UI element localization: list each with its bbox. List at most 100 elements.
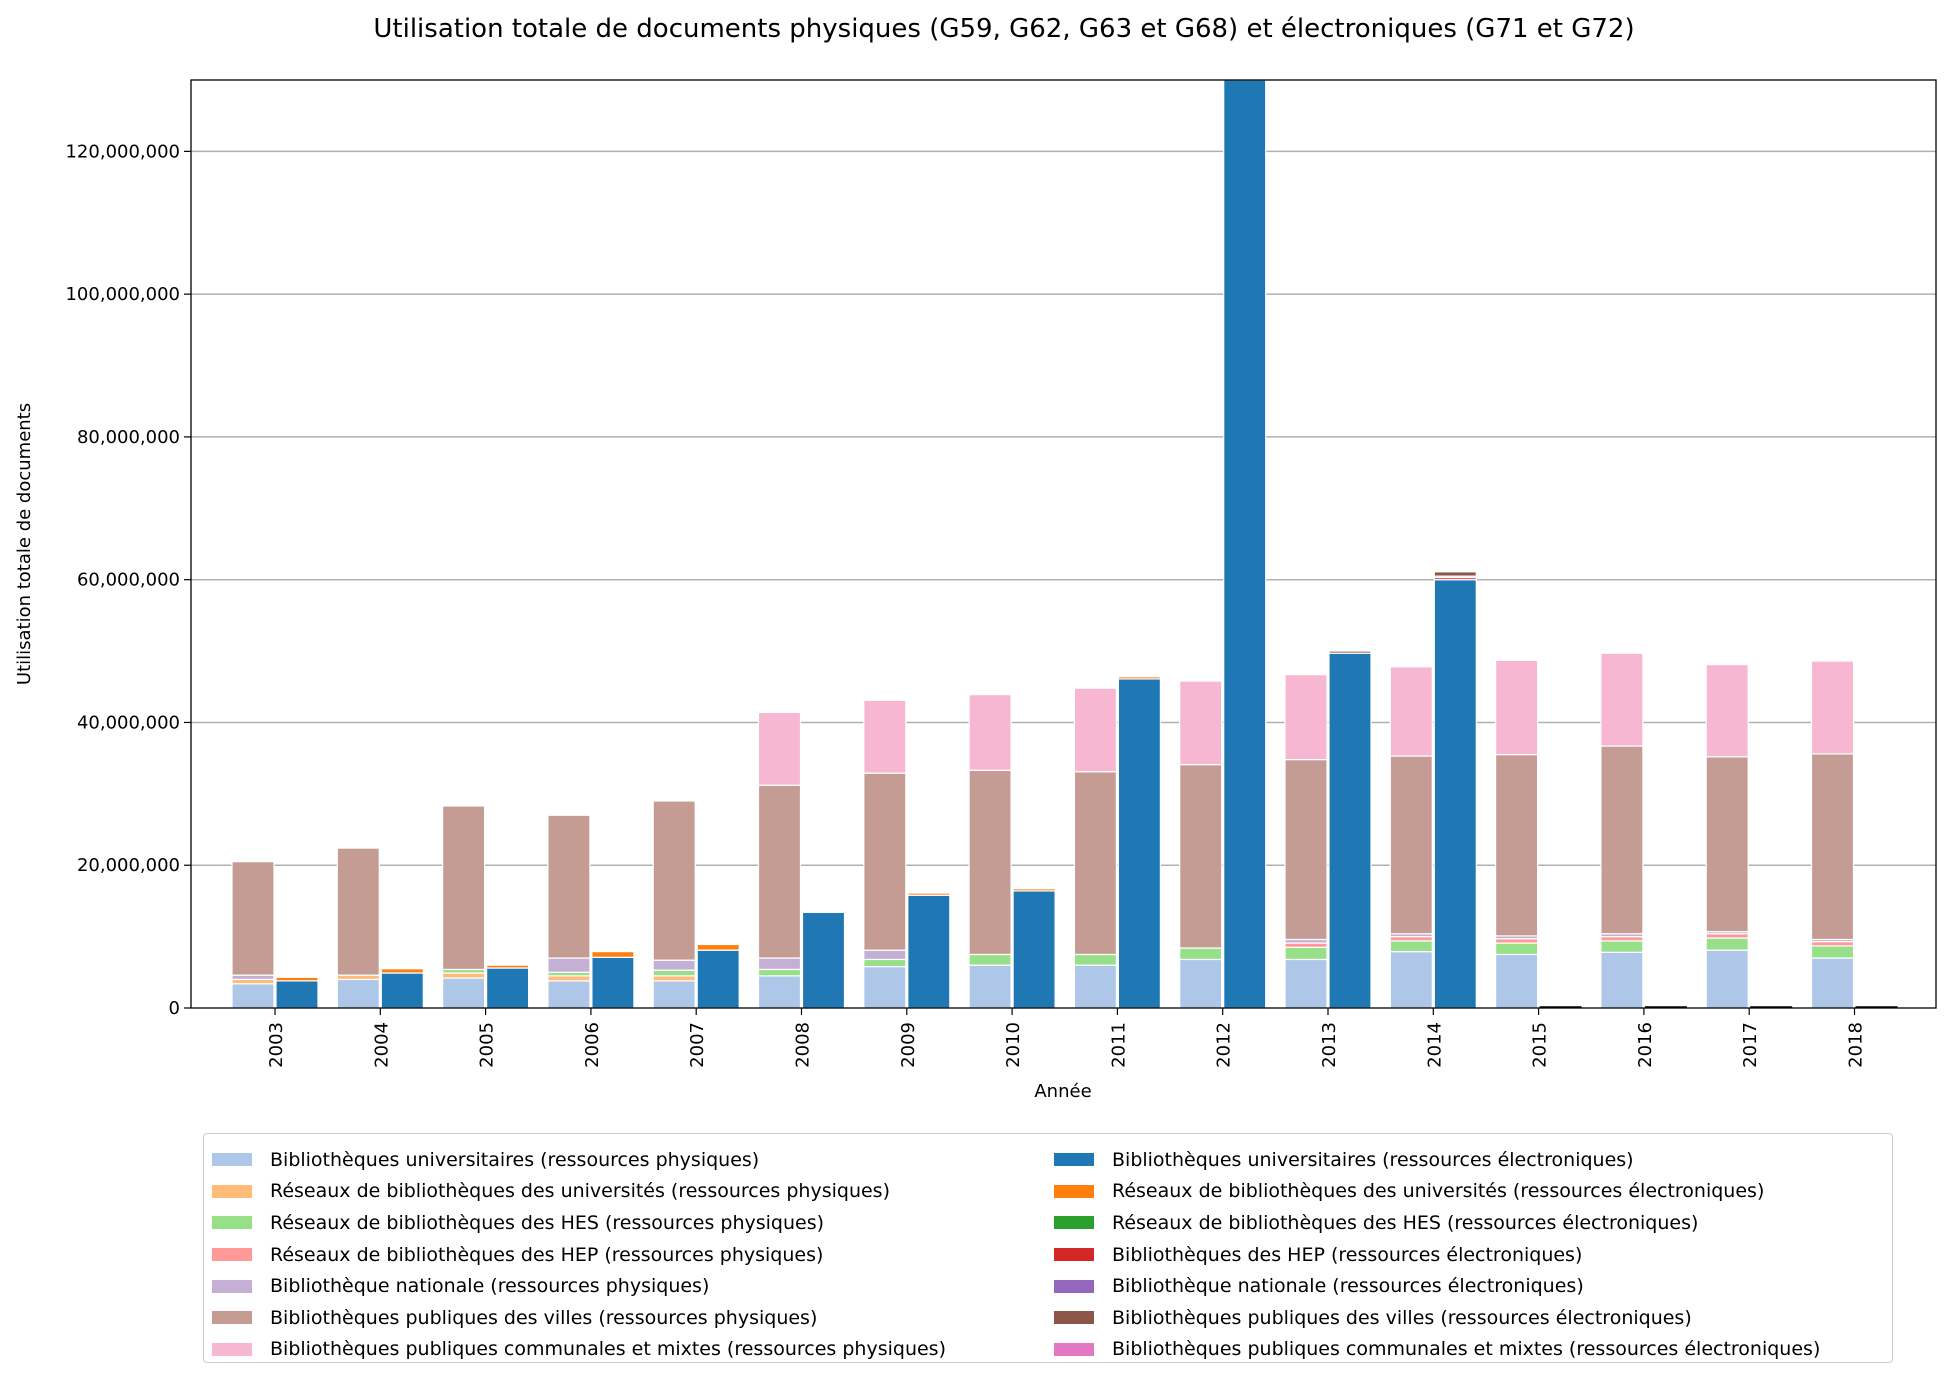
x-tick-label: 2018 [1846, 1022, 1867, 1068]
legend-label: Réseaux de bibliothèques des universités… [1112, 1180, 1765, 1203]
legend-swatch [212, 1248, 252, 1262]
x-tick-label: 2006 [582, 1022, 603, 1068]
legend-label: Réseaux de bibliothèques des HES (ressou… [270, 1211, 825, 1234]
x-tick-label: 2012 [1214, 1022, 1235, 1068]
bar-physical-2013-series-2 [1284, 946, 1328, 961]
bar-electronic-2009-series-0 [907, 894, 951, 1009]
bar-physical-2007-series-5 [652, 800, 696, 961]
bar-physical-2017-series-2 [1705, 937, 1749, 951]
legend-label: Bibliothèques publiques des villes (ress… [270, 1306, 818, 1329]
bar-physical-2014-series-0 [1389, 951, 1433, 1009]
bar-physical-2012-series-6 [1179, 680, 1223, 766]
bar-physical-2006-series-4 [547, 957, 591, 973]
bar-electronic-2005-series-1 [486, 964, 530, 969]
bar-physical-2015-series-2 [1494, 942, 1539, 956]
bar-electronic-2009-series-1 [907, 892, 951, 896]
bar-physical-2009-series-2 [863, 958, 907, 968]
bar-physical-2011-series-6 [1073, 687, 1118, 773]
legend-item: Réseaux de bibliothèques des HEP (ressou… [212, 1239, 946, 1271]
legend-swatch [1054, 1342, 1094, 1356]
bar-physical-2005-series-1 [442, 972, 486, 979]
bar-physical-2009-series-5 [863, 772, 907, 951]
bar-electronic-2010-series-1 [1012, 888, 1056, 892]
legend-column-physical: Bibliothèques universitaires (ressources… [212, 1144, 946, 1365]
bar-electronic-2006-series-1 [591, 951, 635, 958]
bar-physical-2011-series-5 [1073, 771, 1118, 956]
bar-physical-2016-series-2 [1600, 940, 1644, 953]
bar-electronic-2012-series-0 [1223, 79, 1267, 1009]
bar-physical-2016-series-0 [1600, 951, 1644, 1009]
bar-electronic-2004-series-1 [380, 968, 424, 974]
x-tick-label: 2013 [1319, 1022, 1340, 1068]
bar-physical-2017-series-5 [1705, 756, 1749, 933]
x-tick-label: 2008 [793, 1022, 814, 1068]
x-tick-label: 2015 [1530, 1022, 1551, 1068]
bar-physical-2010-series-2 [968, 953, 1012, 966]
legend-item: Réseaux de bibliothèques des universités… [212, 1176, 946, 1208]
bar-physical-2010-series-6 [968, 694, 1012, 771]
bar-physical-2003-series-0 [231, 983, 275, 1009]
bar-physical-2007-series-4 [652, 959, 696, 971]
bar-physical-2008-series-6 [757, 711, 802, 786]
legend-swatch [212, 1342, 252, 1356]
legend-swatch [1054, 1153, 1094, 1167]
legend-item: Réseaux de bibliothèques des HES (ressou… [212, 1207, 946, 1239]
legend-swatch [1054, 1311, 1094, 1325]
bar-physical-2015-series-5 [1494, 753, 1539, 937]
bar-physical-2005-series-0 [442, 977, 486, 1009]
bar-physical-2009-series-4 [863, 949, 907, 961]
bar-electronic-2014-series-5 [1433, 571, 1477, 577]
legend-item: Bibliothèques publiques communales et mi… [212, 1334, 946, 1366]
axes: 0 20,000,000 40,000,000 60,000,000 80,000,00… [65, 141, 1866, 1067]
legend-item: Bibliothèque nationale (ressources physi… [212, 1270, 946, 1302]
bar-physical-2011-series-2 [1073, 953, 1118, 966]
legend-item: Bibliothèques universitaires (ressources… [212, 1144, 946, 1176]
legend-swatch [1054, 1248, 1094, 1262]
bar-electronic-2010-series-0 [1012, 890, 1056, 1009]
x-tick-label: 2011 [1108, 1022, 1129, 1068]
legend: Bibliothèques universitaires (ressources… [203, 1133, 1893, 1363]
bar-electronic-2014-series-0 [1433, 579, 1477, 1009]
legend-label: Bibliothèque nationale (ressources physi… [270, 1275, 710, 1298]
bar-electronic-2007-series-0 [696, 949, 740, 1009]
bar-physical-2012-series-5 [1179, 763, 1223, 949]
bar-physical-2009-series-0 [863, 965, 907, 1009]
bar-physical-2006-series-0 [547, 980, 591, 1009]
bar-physical-2006-series-1 [547, 975, 591, 982]
legend-swatch [212, 1184, 252, 1198]
bar-electronic-2004-series-0 [380, 972, 424, 1009]
bar-physical-2018-series-6 [1810, 660, 1855, 755]
bar-physical-2013-series-0 [1284, 958, 1328, 1009]
bar-physical-2013-series-3 [1284, 942, 1328, 948]
x-tick-label: 2016 [1635, 1022, 1656, 1068]
bar-electronic-2013-series-0 [1328, 652, 1372, 1009]
bar-physical-2008-series-4 [757, 957, 802, 971]
legend-item: Bibliothèques des HEP (ressources électr… [1054, 1239, 1820, 1271]
bar-physical-2003-series-4 [231, 974, 275, 981]
grid-lines [191, 150, 1936, 866]
bar-physical-2018-series-3 [1810, 941, 1855, 947]
bar-physical-2016-series-3 [1600, 936, 1644, 942]
y-tick-label: 40,000,000 [77, 712, 180, 733]
bar-physical-2008-series-2 [757, 968, 802, 977]
legend-label: Réseaux de bibliothèques des HEP (ressou… [270, 1243, 824, 1266]
bar-physical-2017-series-3 [1705, 933, 1749, 939]
legend-swatch [1054, 1279, 1094, 1293]
bar-physical-2007-series-2 [652, 969, 696, 977]
legend-item: Bibliothèques publiques communales et mi… [1054, 1334, 1820, 1366]
bar-physical-2013-series-5 [1284, 758, 1328, 941]
bar-electronic-2013-series-5 [1328, 650, 1372, 654]
legend-item: Bibliothèques publiques des villes (ress… [1054, 1302, 1820, 1334]
bar-physical-2004-series-1 [336, 974, 380, 981]
bar-electronic-2006-series-0 [591, 956, 635, 1009]
bar-electronic-2008-series-0 [801, 911, 846, 1009]
bar-physical-2011-series-0 [1073, 964, 1118, 1009]
bar-physical-2007-series-1 [652, 975, 696, 982]
bar-electronic-2003-series-0 [275, 980, 319, 1009]
legend-label: Bibliothèques publiques des villes (ress… [1112, 1306, 1692, 1329]
bar-physical-2015-series-0 [1494, 953, 1539, 1009]
x-tick-label: 2005 [477, 1022, 498, 1068]
x-tick-label: 2009 [898, 1022, 919, 1068]
bar-physical-2008-series-0 [757, 975, 802, 1009]
